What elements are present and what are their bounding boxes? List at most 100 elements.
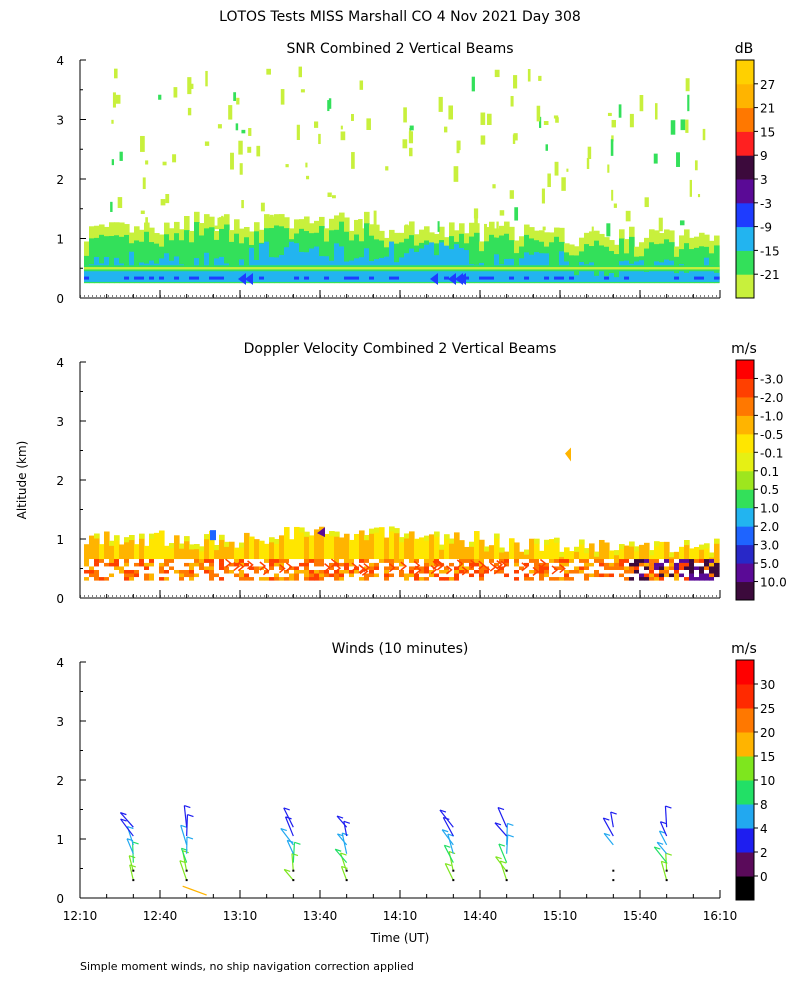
doppler-cell bbox=[254, 576, 260, 581]
doppler-cell bbox=[629, 573, 635, 578]
doppler-cell bbox=[524, 569, 530, 574]
doppler-cell bbox=[149, 562, 155, 567]
doppler-cell bbox=[239, 576, 245, 581]
doppler-cell bbox=[369, 559, 375, 563]
snr-cell bbox=[329, 267, 335, 270]
doppler-cell bbox=[499, 576, 505, 581]
doppler-cell bbox=[674, 559, 680, 563]
doppler-cell bbox=[524, 549, 530, 562]
snr-echo bbox=[514, 207, 519, 221]
doppler-cell bbox=[534, 573, 540, 578]
doppler-cell bbox=[184, 576, 190, 581]
wind-station-dot bbox=[185, 869, 188, 872]
snr-echo bbox=[298, 66, 303, 78]
wind-barb-flag bbox=[439, 809, 447, 813]
doppler-cell bbox=[184, 562, 190, 567]
doppler-cell bbox=[99, 573, 105, 578]
doppler-cell bbox=[274, 573, 280, 578]
snr-cell bbox=[144, 231, 150, 284]
doppler-cell bbox=[704, 543, 710, 549]
doppler-chevron bbox=[559, 563, 566, 574]
x-tick-label: 14:40 bbox=[463, 909, 498, 923]
snr-cell bbox=[249, 267, 255, 270]
doppler-cell bbox=[84, 576, 90, 581]
doppler-cell bbox=[119, 573, 125, 578]
snr-echo bbox=[119, 151, 123, 161]
snr-cell bbox=[149, 267, 155, 270]
doppler-cell bbox=[619, 544, 625, 550]
snr-cell bbox=[684, 243, 690, 284]
snr-cell bbox=[569, 276, 575, 280]
snr-cell bbox=[699, 270, 705, 282]
snr-echo bbox=[438, 96, 443, 112]
doppler-cell bbox=[194, 562, 200, 567]
snr-cell bbox=[324, 267, 330, 270]
doppler-cell bbox=[644, 562, 650, 567]
snr-cell bbox=[439, 242, 445, 282]
wind-barb bbox=[341, 833, 348, 854]
doppler-cell bbox=[704, 576, 710, 581]
doppler-cell bbox=[129, 562, 135, 567]
snr-echo bbox=[145, 217, 148, 228]
snr-cell bbox=[279, 226, 285, 284]
doppler-cell bbox=[479, 539, 485, 562]
snr-cell bbox=[369, 261, 375, 282]
doppler-cell bbox=[99, 569, 105, 574]
doppler-cell bbox=[89, 573, 95, 578]
doppler-cell bbox=[89, 559, 95, 563]
colorbar-swatch bbox=[736, 526, 754, 546]
snr-echo bbox=[702, 128, 706, 141]
doppler-cell bbox=[534, 566, 540, 570]
doppler-cell bbox=[514, 566, 520, 570]
doppler-cell bbox=[604, 569, 610, 574]
wind-barb-flag bbox=[659, 830, 666, 834]
snr-echo bbox=[480, 135, 486, 145]
snr-echo bbox=[187, 107, 192, 116]
doppler-cell bbox=[464, 562, 470, 567]
snr-echo bbox=[142, 177, 146, 190]
doppler-cell bbox=[239, 559, 245, 563]
doppler-cell bbox=[439, 544, 445, 550]
snr-echo bbox=[117, 197, 123, 209]
doppler-cell bbox=[209, 559, 215, 563]
doppler-cell bbox=[274, 539, 280, 545]
snr-echo bbox=[512, 134, 516, 144]
doppler-cell bbox=[309, 576, 315, 581]
colorbar-label: 2.0 bbox=[760, 520, 779, 534]
wind-barb bbox=[179, 860, 188, 881]
doppler-cell bbox=[589, 562, 595, 567]
doppler-cell bbox=[204, 559, 210, 563]
snr-cell bbox=[559, 276, 565, 280]
doppler-cell bbox=[144, 576, 150, 581]
doppler-cell bbox=[224, 569, 230, 574]
doppler-cell bbox=[314, 569, 320, 574]
doppler-cell bbox=[329, 573, 335, 578]
doppler-cell bbox=[559, 562, 565, 567]
doppler-cell bbox=[434, 531, 440, 562]
wind-barb-flag bbox=[507, 822, 514, 827]
doppler-cell bbox=[99, 566, 105, 570]
doppler-cell bbox=[289, 576, 295, 581]
doppler-cell bbox=[204, 566, 210, 570]
snr-cell bbox=[134, 240, 140, 284]
doppler-cell bbox=[659, 559, 665, 563]
snr-cell bbox=[209, 267, 215, 270]
colorbar-swatch bbox=[736, 660, 754, 685]
doppler-cell bbox=[654, 562, 660, 567]
doppler-cell bbox=[469, 562, 475, 567]
doppler-cell bbox=[574, 546, 580, 562]
doppler-cell bbox=[539, 569, 545, 574]
snr-cell bbox=[139, 262, 145, 282]
snr-cell bbox=[304, 267, 310, 270]
snr-cell bbox=[669, 260, 675, 282]
doppler-cell bbox=[694, 576, 700, 581]
doppler-chevron bbox=[500, 560, 508, 570]
doppler-cell bbox=[614, 550, 620, 556]
snr-echo bbox=[591, 226, 594, 236]
doppler-cell bbox=[544, 573, 550, 578]
colorbar-label: 21 bbox=[760, 102, 775, 116]
doppler-cell bbox=[504, 551, 510, 562]
doppler-cell bbox=[259, 559, 265, 563]
snr-cell bbox=[349, 260, 355, 282]
